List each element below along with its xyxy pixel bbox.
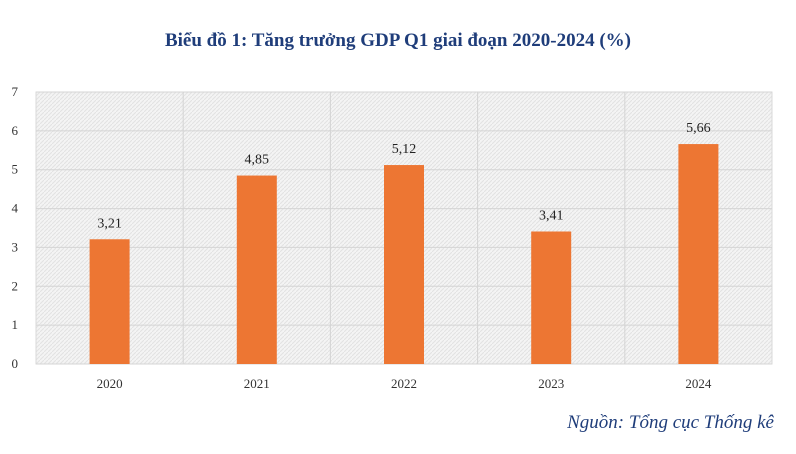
data-label: 4,85 [245, 153, 270, 168]
bar-2021 [236, 175, 277, 364]
y-tick-label: 2 [12, 278, 19, 293]
y-tick-label: 4 [12, 201, 19, 216]
y-tick-label: 7 [12, 84, 19, 99]
data-label: 3,21 [97, 216, 122, 231]
y-tick-label: 1 [12, 317, 19, 332]
bar-2022 [384, 165, 424, 364]
x-tick-label: 2021 [244, 376, 270, 391]
data-label: 5,12 [392, 142, 417, 157]
x-tick-label: 2020 [97, 376, 123, 391]
y-tick-label: 6 [12, 123, 19, 138]
y-tick-label: 0 [12, 356, 19, 371]
bar-2020 [89, 239, 130, 364]
y-tick-label: 3 [12, 239, 19, 254]
chart-title: Biểu đồ 1: Tăng trưởng GDP Q1 giai đoạn … [164, 30, 631, 51]
x-tick-label: 2022 [391, 376, 417, 391]
bar-2023 [531, 231, 572, 364]
data-label: 3,41 [539, 208, 564, 223]
x-tick-label: 2024 [685, 376, 712, 391]
bar-2024 [678, 144, 719, 364]
x-tick-label: 2023 [538, 376, 564, 391]
source-note: Nguồn: Tổng cục Thống kê [567, 412, 774, 433]
data-label: 5,66 [686, 121, 711, 136]
y-tick-label: 5 [12, 162, 19, 177]
